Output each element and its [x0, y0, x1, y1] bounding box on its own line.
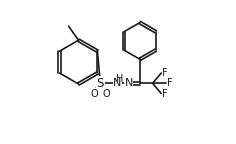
Text: O: O — [103, 89, 110, 99]
Text: S: S — [97, 77, 104, 90]
Text: H: H — [116, 74, 123, 84]
Text: N: N — [124, 78, 133, 88]
Text: O: O — [90, 89, 98, 99]
Text: F: F — [162, 68, 168, 78]
Text: F: F — [162, 89, 168, 99]
Text: F: F — [167, 78, 172, 88]
Text: N: N — [113, 78, 122, 88]
